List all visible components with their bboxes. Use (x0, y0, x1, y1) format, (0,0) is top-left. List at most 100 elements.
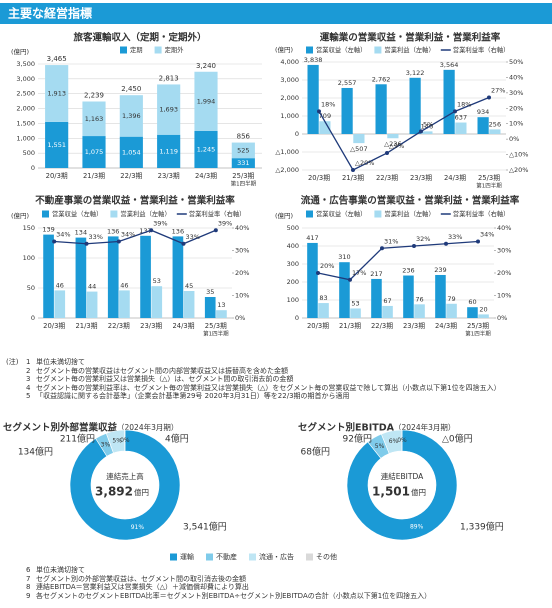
x-tick-label: 23/3期 (410, 174, 432, 182)
legend-label: 営業利益（左軸） (120, 209, 170, 218)
note: 3 セグメント毎の営業利益又は営業損失（△）は、セグメント間の取引消去前の金額 (6, 375, 546, 384)
note-text: セグメント毎の営業利益又は営業損失（△）は、セグメント間の取引消去前の金額 (36, 375, 294, 384)
value-label: 2,762 (372, 75, 391, 83)
bar (43, 234, 54, 318)
y2-tick-label: 0% (497, 314, 507, 322)
y-tick-label: 50 (27, 284, 35, 292)
bar-segment (119, 95, 143, 137)
y2-tick-label: 10% (509, 120, 523, 128)
bar (455, 122, 467, 134)
note-number: 2 (26, 366, 31, 375)
y-axis-unit: (億円) (11, 211, 29, 220)
value-label: 3,564 (440, 61, 459, 69)
y-tick-label: 0 (31, 164, 35, 172)
y-axis-unit: (億円) (11, 47, 29, 56)
category-note: 第1四半期 (465, 330, 491, 338)
note: 7 セグメント別の外部営業収益は、セグメント間の取引消去後の金額 (6, 575, 546, 584)
value-label: 1,075 (85, 148, 104, 156)
center-label: 連結売上高 (106, 471, 144, 481)
y2-tick-label: 10% (235, 292, 249, 300)
legend-label: 営業利益（左軸） (384, 209, 434, 218)
bar (204, 297, 216, 318)
legend-label: 営業利益（左軸） (384, 45, 434, 54)
x-tick-label: 24/3期 (435, 322, 457, 330)
x-tick-label: 22/3期 (120, 172, 142, 180)
center-unit: 億円 (134, 487, 149, 497)
value-label: 1,693 (159, 106, 178, 114)
value-label: △9% (389, 142, 404, 150)
note-number: 6 (26, 566, 31, 574)
bar-segment (82, 101, 106, 137)
bar (86, 291, 98, 318)
center-value: 1,501 (372, 485, 410, 499)
legend-swatch (170, 553, 177, 561)
value-label: 34% (121, 231, 135, 239)
y-tick-label: 200 (287, 278, 299, 286)
line-marker (149, 228, 154, 233)
line-marker (316, 271, 320, 275)
value-label: 1,339億円 (460, 521, 504, 533)
note-text: セグメント別の外部営業収益は、セグメント間の取引消去後の金額 (36, 574, 246, 583)
legend-swatch (306, 210, 313, 218)
bar (54, 290, 66, 318)
bar (414, 304, 425, 318)
line-marker (52, 239, 57, 244)
legend-swatch (306, 553, 313, 561)
value-label: 33% (186, 233, 200, 241)
x-tick-label: 23/3期 (140, 322, 162, 330)
value-label: 39% (218, 219, 232, 227)
y2-tick-label: 40% (497, 224, 511, 232)
value-label: 17% (352, 269, 366, 277)
bar (478, 314, 489, 318)
bar (107, 236, 119, 318)
value-label: 1,163 (85, 115, 104, 123)
bar-segment (231, 158, 255, 168)
y-tick-label: 100 (23, 254, 35, 262)
percent-label: 6% (389, 438, 399, 445)
bar-segment (157, 134, 181, 168)
x-tick-label: 25/3期 (467, 322, 489, 330)
note-number: 8 (26, 583, 31, 592)
category-note: 第1四半期 (476, 182, 502, 190)
x-tick-label: 22/3期 (376, 174, 398, 182)
line-marker (444, 241, 448, 246)
line (54, 229, 217, 245)
line-marker (419, 129, 423, 134)
bar (119, 290, 130, 318)
y-tick-label: △1,000 (275, 148, 299, 156)
line-marker (476, 239, 480, 244)
value-label: 1,119 (159, 147, 178, 155)
value-label: 92億円 (343, 433, 372, 445)
line-marker (453, 109, 457, 114)
value-label: 709 (319, 112, 331, 120)
chart-title: 運輸業の営業収益・営業利益・営業利益率 (320, 32, 501, 44)
line-marker (385, 151, 389, 156)
note: 6 単位未満切捨て (6, 566, 546, 575)
x-tick-label: 25/3期 (205, 322, 227, 330)
bar (75, 237, 87, 318)
category-note: 第1四半期 (203, 330, 229, 338)
value-label: △507 (350, 145, 367, 153)
value-label: 83 (319, 294, 327, 302)
note: 9 各セグメントのセグメントEBITDA比率＝セグメント別EBITDA÷セグメント… (6, 592, 546, 601)
bar (371, 278, 382, 318)
value-label: 35 (206, 288, 214, 296)
value-label: 239 (434, 266, 446, 274)
y2-tick-label: 50% (509, 58, 523, 66)
line-marker (317, 109, 321, 114)
percent-label: 89% (410, 524, 424, 531)
bar (375, 84, 387, 134)
value-label: △236 (384, 140, 401, 148)
total-label: 3,240 (196, 62, 216, 70)
chart-subtitle: （2024年3月期） (117, 422, 178, 432)
legend-label: 不動産 (216, 552, 237, 561)
bar (421, 131, 433, 134)
y-tick-label: 3,500 (16, 60, 35, 68)
bar (307, 242, 318, 318)
notes-2: 6 単位未満切捨て 7 セグメント別の外部営業収益は、セグメント間の取引消去後の金額… (6, 566, 546, 600)
x-tick-label: 24/3期 (444, 174, 466, 182)
bar (353, 134, 365, 144)
bar (477, 117, 489, 134)
